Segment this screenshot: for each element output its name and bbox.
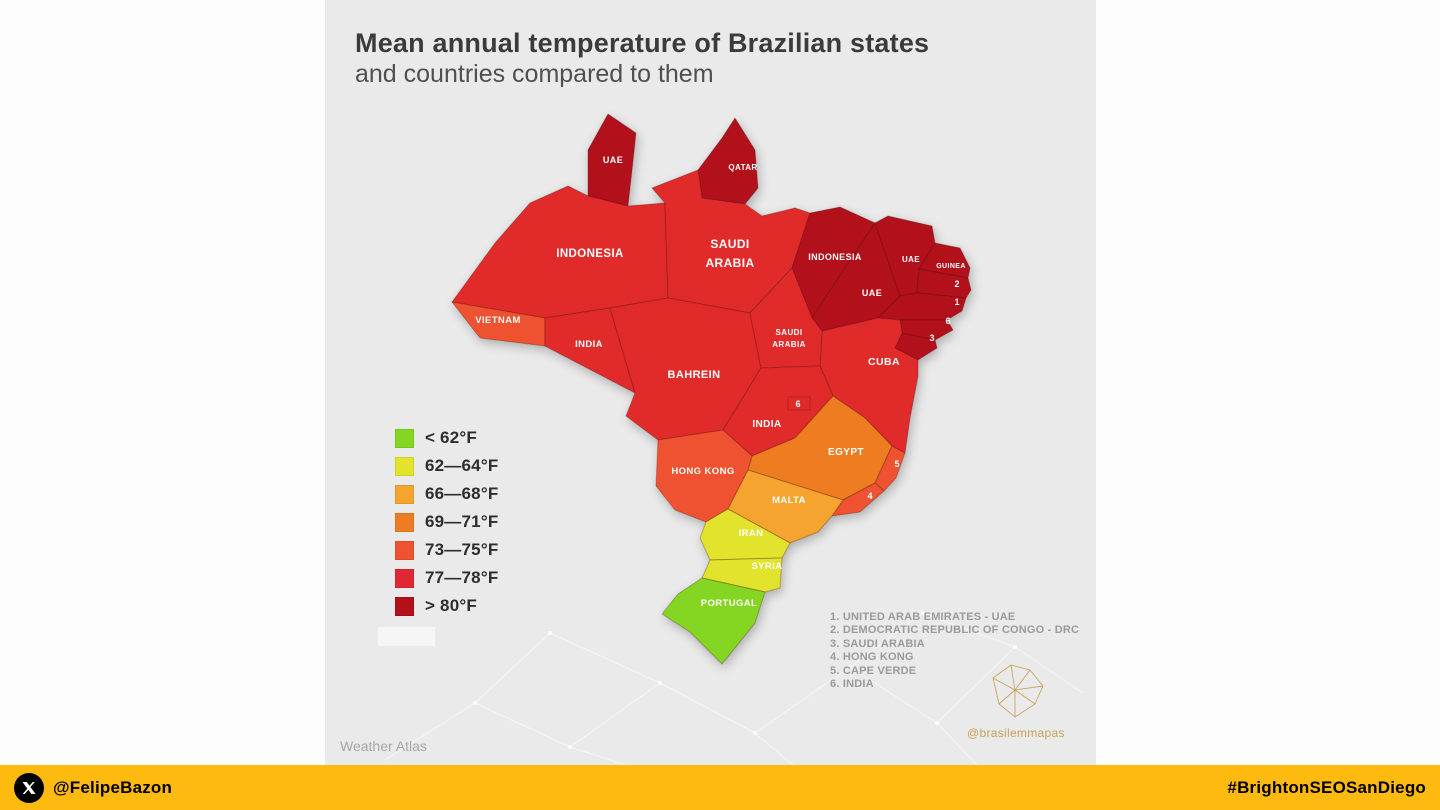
state-label-RN: GUINEA bbox=[936, 263, 966, 270]
state-BA bbox=[819, 317, 919, 454]
state-SC bbox=[701, 557, 783, 593]
numbered-country-list: 1. UNITED ARAB EMIRATES - UAE 2. DEMOCRAT… bbox=[830, 611, 1079, 691]
state-label-PR: IRAN bbox=[739, 528, 764, 539]
faded-box bbox=[378, 627, 435, 646]
legend-label: 69—71°F bbox=[425, 512, 499, 531]
state-RN bbox=[918, 242, 971, 279]
footer-left-group: @FelipeBazon bbox=[14, 772, 173, 803]
legend-item: 69—71°F bbox=[395, 508, 498, 536]
state-label-PA: ARABIA bbox=[705, 256, 754, 270]
state-RJ bbox=[831, 482, 885, 517]
map-number-marker: 6 bbox=[795, 399, 800, 409]
state-label-SP: MALTA bbox=[772, 495, 806, 506]
country-list-item: 3. SAUDI ARABIA bbox=[830, 637, 925, 650]
legend-item: > 80°F bbox=[395, 592, 498, 620]
state-label-AC: VIETNAM bbox=[475, 315, 521, 326]
temperature-legend: < 62°F 62—64°F 66—68°F 69—71°F 73—75°F 77—78°… bbox=[395, 424, 498, 620]
state-label-MT: BAHREIN bbox=[668, 369, 721, 381]
state-label-AM: INDONESIA bbox=[556, 248, 624, 260]
state-label-RR: UAE bbox=[603, 155, 623, 165]
state-label-CE: UAE bbox=[902, 255, 920, 264]
brazil-map-svg: UAE QATAR INDONESIA SAUDI ARABIA INDONESIA UAE… bbox=[451, 113, 972, 665]
legend-label: 77—78°F bbox=[425, 568, 499, 587]
legend-label: < 62°F bbox=[425, 428, 477, 447]
state-label-GO: INDIA bbox=[752, 419, 781, 430]
state-label-RS: PORTUGAL bbox=[701, 598, 758, 609]
legend-item: 77—78°F bbox=[395, 564, 498, 592]
legend-item: 62—64°F bbox=[395, 452, 498, 480]
country-list-item: 6. INDIA bbox=[830, 678, 874, 691]
legend-swatch bbox=[395, 456, 414, 476]
map-number-marker: 5 bbox=[894, 459, 899, 469]
legend-label: 62—64°F bbox=[425, 456, 499, 475]
legend-swatch bbox=[395, 568, 414, 588]
state-PE bbox=[877, 292, 967, 321]
legend-label: 66—68°F bbox=[425, 484, 499, 503]
map-number-marker: 2 bbox=[954, 279, 959, 289]
country-list-item: 4. HONG KONG bbox=[830, 651, 914, 664]
state-label-MA: INDONESIA bbox=[808, 252, 862, 262]
state-PB bbox=[916, 268, 972, 299]
legend-swatch bbox=[395, 484, 414, 504]
legend-item: 73—75°F bbox=[395, 536, 498, 564]
legend-swatch bbox=[395, 596, 414, 616]
state-RS bbox=[661, 577, 766, 665]
legend-label: > 80°F bbox=[425, 596, 477, 615]
speaker-handle: @FelipeBazon bbox=[53, 777, 173, 797]
state-ES bbox=[874, 445, 906, 492]
state-label-AP: QATAR bbox=[728, 163, 757, 172]
country-list-item: 5. CAPE VERDE bbox=[830, 664, 917, 677]
slide-title: Mean annual temperature of Brazilian sta… bbox=[355, 28, 930, 58]
footer-bar: @FelipeBazon #BrightonSEOSanDiego bbox=[0, 765, 1440, 810]
x-logo-icon bbox=[14, 772, 44, 803]
state-label-TO: ARABIA bbox=[772, 340, 806, 349]
state-label-MS: HONG KONG bbox=[671, 466, 734, 477]
slide: Mean annual temperature of Brazilian sta… bbox=[325, 0, 1096, 765]
state-label-RO: INDIA bbox=[575, 339, 603, 350]
state-label-TO: SAUDI bbox=[776, 328, 803, 337]
state-label-BA: CUBA bbox=[868, 356, 900, 368]
legend-swatch bbox=[395, 512, 414, 532]
map-number-marker: 3 bbox=[929, 333, 934, 343]
state-label-PI: UAE bbox=[862, 288, 882, 298]
map-number-marker: 6 bbox=[945, 316, 950, 326]
event-hashtag: #BrightonSEOSanDiego bbox=[1227, 777, 1426, 797]
state-label-MG: EGYPT bbox=[828, 447, 864, 458]
map-number-marker: 1 bbox=[954, 297, 959, 307]
legend-swatch bbox=[395, 540, 414, 560]
state-label-SC: SYRIA bbox=[751, 561, 782, 572]
map-credit-handle: @brasilemmapas bbox=[967, 726, 1065, 740]
state-PA bbox=[651, 169, 811, 314]
state-label-PA: SAUDI bbox=[710, 237, 749, 251]
map-number-marker: 4 bbox=[867, 491, 872, 501]
source-attribution: Weather Atlas bbox=[340, 738, 427, 754]
state-AP bbox=[697, 117, 759, 205]
brasilemmapas-logo bbox=[992, 664, 1044, 718]
state-DF bbox=[787, 396, 811, 411]
legend-swatch bbox=[395, 428, 414, 448]
legend-item: 66—68°F bbox=[395, 480, 498, 508]
country-list-item: 1. UNITED ARAB EMIRATES - UAE bbox=[830, 611, 1016, 623]
legend-label: 73—75°F bbox=[425, 540, 499, 559]
country-list-item: 2. DEMOCRATIC REPUBLIC OF CONGO - DRC bbox=[830, 624, 1080, 637]
legend-item: < 62°F bbox=[395, 424, 498, 452]
slide-subtitle: and countries compared to them bbox=[355, 60, 714, 88]
